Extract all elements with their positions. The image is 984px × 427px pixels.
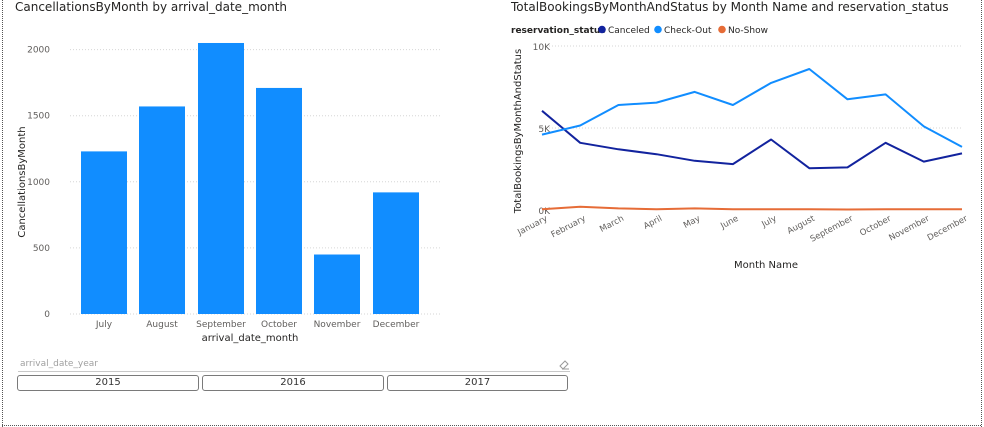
frame-bottom-border xyxy=(2,425,981,426)
line-ytick-label: 10K xyxy=(533,43,551,53)
frame-right-border xyxy=(981,0,982,427)
bar-ytick-label: 1000 xyxy=(27,178,50,188)
bar-xtick-label: October xyxy=(261,320,297,330)
bar-xtick-label: December xyxy=(373,320,420,330)
line-series-check-out xyxy=(541,68,963,148)
slicer-option-2016[interactable]: 2016 xyxy=(202,375,384,391)
bar-september xyxy=(198,42,244,315)
line-series-no-show xyxy=(541,205,963,211)
slicer-label: arrival_date_year xyxy=(20,359,98,369)
legend-marker-canceled xyxy=(598,25,606,34)
line-y-axis-title: TotalBookingsByMonthAndStatus xyxy=(513,49,524,214)
bar-august xyxy=(139,106,185,314)
legend-title: reservation_status xyxy=(511,26,606,36)
year-slicer-header: arrival_date_year xyxy=(18,359,570,372)
slicer-option-2015[interactable]: 2015 xyxy=(17,375,199,391)
bar-december xyxy=(373,192,419,314)
line-ytick-label: 0K xyxy=(538,207,551,217)
bar-chart-title: CancellationsByMonth by arrival_date_mon… xyxy=(15,0,288,14)
line-x-axis-title: Month Name xyxy=(734,260,798,271)
bar-y-axis-title: CancellationsByMonth xyxy=(17,126,28,237)
line-xtick-label: April xyxy=(642,214,664,232)
line-xtick-label: January xyxy=(515,214,549,238)
bar-november xyxy=(314,254,360,314)
line-xtick-label: July xyxy=(759,214,778,230)
line-xtick-label: December xyxy=(926,214,970,244)
eraser-icon[interactable] xyxy=(558,358,570,370)
frame-left-border xyxy=(2,0,3,427)
bar-xtick-label: September xyxy=(196,320,246,330)
bar-ytick-label: 500 xyxy=(33,244,50,254)
line-xtick-label: March xyxy=(598,214,626,235)
bar-xtick-label: November xyxy=(314,320,361,330)
legend-label-no-show: No-Show xyxy=(728,26,768,36)
bar-chart: 0 500 1000 1500 2000 July August September Octob… xyxy=(17,42,440,344)
line-xtick-label: November xyxy=(887,214,931,244)
bar-xtick-label: August xyxy=(146,320,178,330)
bar-october xyxy=(256,87,302,314)
line-ytick-label: 5K xyxy=(538,125,551,135)
bar-x-axis-title: arrival_date_month xyxy=(202,333,299,344)
line-xtick-label: June xyxy=(718,214,740,232)
line-series-canceled xyxy=(541,110,963,170)
bar-xtick-label: July xyxy=(95,320,113,330)
line-chart: reservation_status Canceled Check-Out No-Sh… xyxy=(511,25,970,271)
bar-ytick-label: 0 xyxy=(44,310,50,320)
line-xtick-label: February xyxy=(550,214,588,241)
bar-july xyxy=(81,151,127,314)
line-xtick-label: September xyxy=(809,214,856,245)
legend-label-canceled: Canceled xyxy=(608,26,650,36)
slicer-option-2017[interactable]: 2017 xyxy=(387,375,568,391)
line-chart-title: TotalBookingsByMonthAndStatus by Month N… xyxy=(511,0,949,14)
legend-label-check-out: Check-Out xyxy=(664,26,712,36)
line-xtick-label: May xyxy=(682,214,702,231)
bar-ytick-label: 1500 xyxy=(27,112,50,122)
bar-ytick-label: 2000 xyxy=(27,46,50,56)
legend-marker-check-out xyxy=(654,25,662,34)
legend-marker-no-show xyxy=(718,25,726,34)
